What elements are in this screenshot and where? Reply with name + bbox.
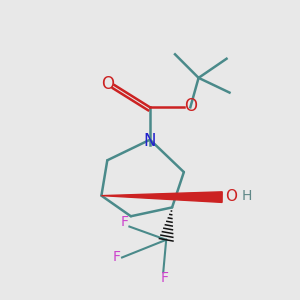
Polygon shape <box>101 192 222 203</box>
Text: N: N <box>144 132 156 150</box>
Text: F: F <box>113 250 121 265</box>
Text: F: F <box>161 271 169 285</box>
Text: H: H <box>242 189 252 203</box>
Text: O: O <box>184 97 197 115</box>
Text: O: O <box>101 75 114 93</box>
Text: O: O <box>225 189 237 204</box>
Text: F: F <box>121 215 129 229</box>
